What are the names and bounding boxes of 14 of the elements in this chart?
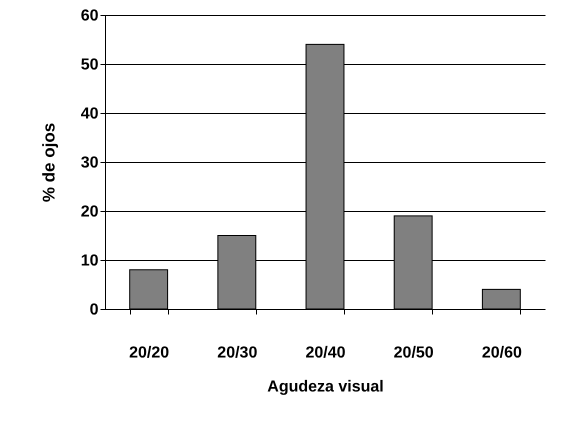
y-axis-title: % de ojos (40, 122, 59, 202)
y-tick-label: 30 (80, 154, 99, 172)
x-tick-label: 20/20 (129, 344, 170, 362)
y-tick-label: 20 (80, 204, 99, 220)
y-tick-label: 0 (90, 302, 99, 318)
x-tick-label: 20/50 (394, 344, 434, 362)
y-tick-label: 50 (80, 56, 99, 74)
x-tick-label: 20/40 (305, 344, 346, 362)
y-tick-label: 40 (80, 106, 99, 122)
y-tick-label: 60 (80, 8, 99, 24)
x-tick-label: 20/60 (482, 344, 522, 362)
x-tick-label: 20/30 (217, 344, 258, 362)
y-tick-label: 10 (80, 252, 99, 270)
x-axis-title: Agudeza visual (267, 378, 384, 396)
